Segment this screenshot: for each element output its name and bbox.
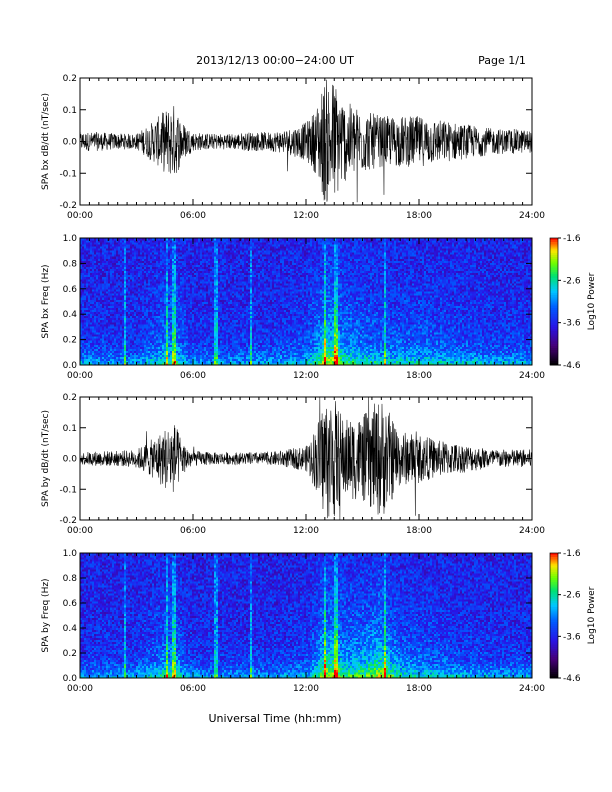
y-tick-label: 0.2 [63, 649, 77, 659]
x-tick-label: 06:00 [180, 211, 206, 221]
x-tick-label: 00:00 [67, 371, 93, 381]
y-tick-label: 0.1 [63, 106, 77, 116]
y-axis-label: SPA by dB/dt (nT/sec) [41, 410, 51, 507]
spectrogram-cells [80, 553, 533, 679]
x-tick-label: 00:00 [67, 684, 93, 694]
panel-3: 00:00 06:00 12:00 18:00 24:00 -0.2 -0.1 0.0 0.1 0… [41, 393, 545, 536]
y-tick-label: 0.0 [63, 361, 78, 371]
y-tick-label: 0.0 [63, 138, 78, 148]
y-tick-label: 0.8 [63, 574, 78, 584]
colorbar-tick-label: -2.6 [563, 591, 581, 601]
y-axis-label: SPA bx dB/dt (nT/sec) [41, 93, 51, 190]
x-tick-label: 24:00 [519, 684, 545, 694]
x-tick-label: 06:00 [180, 526, 206, 536]
colorbar-tick-label: -4.6 [563, 674, 581, 684]
y-tick-label: 0.0 [63, 674, 78, 684]
x-tick-label: 00:00 [67, 211, 93, 221]
y-axis-label: SPA bx Freq (Hz) [41, 264, 51, 338]
y-tick-label: 0.0 [63, 455, 78, 465]
y-tick-label: -0.2 [59, 516, 77, 526]
colorbar-tick-label: -1.6 [563, 549, 581, 559]
y-tick-label: 0.4 [63, 310, 78, 320]
x-tick-label: 12:00 [293, 211, 319, 221]
y-tick-label: 1.0 [63, 234, 78, 244]
y-tick-label: -0.2 [59, 201, 77, 211]
colorbar-tick-label: -2.6 [563, 276, 581, 286]
x-tick-label: 06:00 [180, 684, 206, 694]
x-tick-label: 00:00 [67, 526, 93, 536]
colorbar-tick-label: -3.6 [563, 632, 581, 642]
y-tick-label: 0.1 [63, 424, 77, 434]
y-tick-label: 0.2 [63, 393, 77, 403]
colorbar [550, 238, 558, 366]
x-tick-label: 06:00 [180, 371, 206, 381]
x-tick-label: 18:00 [406, 211, 432, 221]
time-axis-label: Universal Time (hh:mm) [209, 712, 342, 725]
dbdt-series-line [79, 79, 533, 203]
colorbar-label: Log10 Power [587, 272, 597, 330]
y-tick-label: 0.2 [63, 74, 77, 84]
y-tick-label: -0.1 [59, 169, 77, 179]
x-tick-label: 24:00 [519, 371, 545, 381]
colorbar-tick-label: -1.6 [563, 234, 581, 244]
x-tick-label: 24:00 [519, 526, 545, 536]
page-title: 2013/12/13 00:00−24:00 UT [196, 54, 354, 67]
colorbar-tick-label: -3.6 [563, 319, 581, 329]
y-tick-label: 0.2 [63, 336, 77, 346]
panel-1: 00:00 06:00 12:00 18:00 24:00 -0.2 -0.1 0.0 0.1 0… [41, 74, 545, 221]
x-tick-label: 12:00 [293, 684, 319, 694]
colorbar-label: Log10 Power [587, 586, 597, 644]
x-tick-label: 12:00 [293, 371, 319, 381]
y-axis-label: SPA by Freq (Hz) [41, 578, 51, 652]
colorbar [550, 553, 558, 679]
y-tick-label: 0.6 [63, 599, 78, 609]
y-tick-label: 1.0 [63, 549, 78, 559]
y-tick-label: 0.6 [63, 285, 78, 295]
panel-4: -1.6 -2.6 -3.6 -4.6 Log10 Power 00:00 06:00 12:… [41, 549, 597, 694]
colorbar-frame [549, 237, 559, 366]
x-tick-label: 12:00 [293, 526, 319, 536]
x-tick-label: 18:00 [406, 526, 432, 536]
x-tick-label: 18:00 [406, 371, 432, 381]
dbdt-series-line [79, 396, 533, 521]
x-tick-label: 24:00 [519, 211, 545, 221]
y-tick-label: 0.4 [63, 624, 78, 634]
panel-2: -1.6 -2.6 -3.6 -4.6 Log10 Power 00:00 06:00 12:… [41, 234, 597, 381]
spectrogram-cells [80, 238, 533, 366]
y-tick-label: -0.1 [59, 485, 77, 495]
colorbar-tick-label: -4.6 [563, 361, 581, 371]
y-tick-label: 0.8 [63, 259, 78, 269]
panels: 00:00 06:00 12:00 18:00 24:00 -0.2 -0.1 0.0 0.1 0… [41, 74, 597, 694]
page-number: Page 1/1 [478, 54, 526, 67]
x-tick-label: 18:00 [406, 684, 432, 694]
colorbar-frame [549, 552, 559, 679]
